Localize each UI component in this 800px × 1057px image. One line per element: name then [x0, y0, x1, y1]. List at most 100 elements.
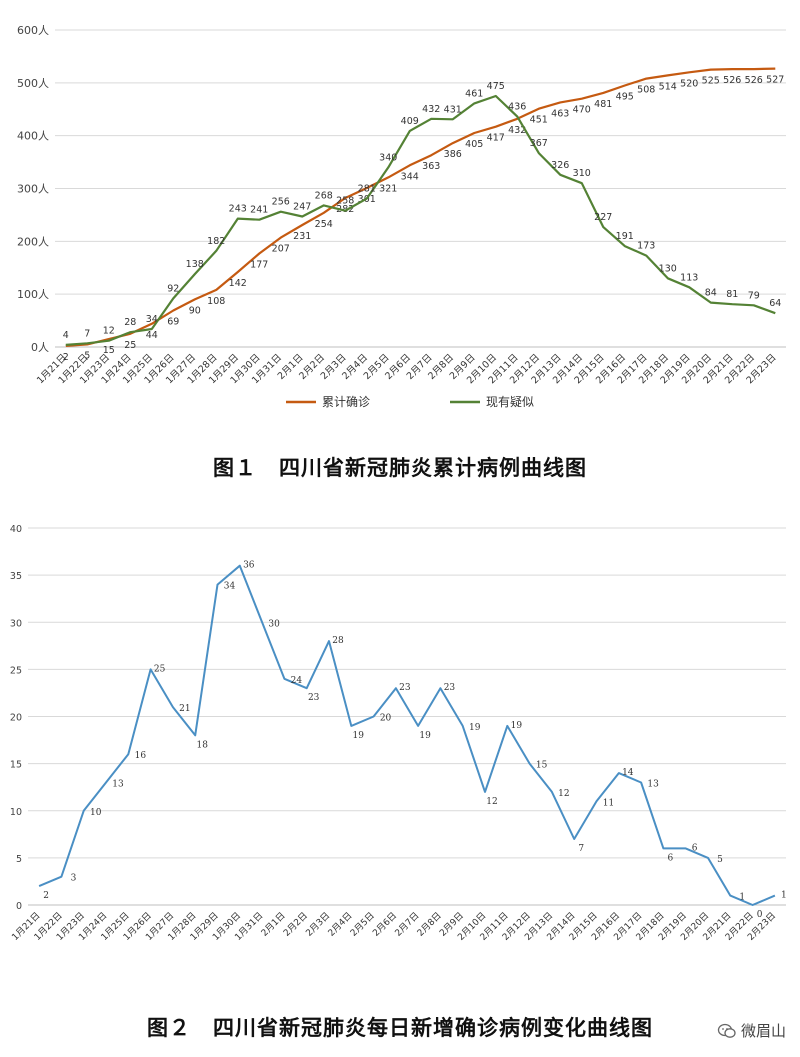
figure1-caption: 图１ 四川省新冠肺炎累计病例曲线图: [213, 455, 587, 480]
data-label: 340: [379, 152, 397, 163]
data-label: 34: [146, 314, 158, 325]
x-tick-label: 2月5日: [348, 910, 377, 939]
data-label: 256: [272, 197, 290, 208]
data-label: 44: [146, 330, 158, 341]
y-tick-label: 25: [10, 665, 22, 676]
data-label: 207: [272, 244, 290, 255]
chart-daily-new-cases: 05101520253035401月21日1月22日1月23日1月24日1月25…: [10, 524, 787, 943]
data-label: 34: [224, 582, 236, 592]
figure2-caption: 图２ 四川省新冠肺炎每日新增确诊病例变化曲线图: [147, 1015, 653, 1040]
y-tick-label: 0: [16, 901, 22, 912]
data-label: 310: [573, 168, 591, 179]
data-label: 15: [103, 345, 115, 356]
data-label: 409: [401, 116, 419, 127]
data-label: 254: [315, 219, 333, 230]
data-label: 177: [250, 259, 268, 270]
data-label: 81: [726, 289, 738, 300]
x-tick-label: 2月4日: [326, 910, 355, 939]
data-label: 12: [558, 789, 569, 799]
data-label: 6: [692, 843, 698, 853]
data-label: 432: [508, 125, 526, 136]
x-tick-label: 2月6日: [371, 910, 400, 939]
data-label: 431: [444, 104, 462, 115]
y-tick-label: 100人: [17, 288, 49, 301]
data-label: 19: [469, 723, 481, 733]
data-label: 5: [717, 855, 723, 865]
data-label: 525: [702, 76, 720, 87]
y-tick-label: 30: [10, 618, 22, 629]
data-label: 92: [167, 283, 179, 294]
data-label: 16: [135, 751, 147, 761]
data-label: 113: [680, 272, 698, 283]
data-label: 436: [508, 102, 526, 113]
data-label: 90: [189, 305, 201, 316]
y-tick-label: 40: [10, 524, 22, 535]
data-label: 344: [401, 171, 419, 182]
data-label: 36: [243, 561, 255, 571]
x-tick-label: 2月2日: [281, 910, 310, 939]
data-label: 481: [594, 99, 612, 110]
series-line-0: [65, 67, 776, 347]
data-label: 2: [43, 891, 49, 901]
data-label: 405: [465, 139, 483, 150]
data-label: 23: [444, 683, 456, 693]
data-label: 64: [769, 298, 781, 309]
data-label: 470: [573, 105, 591, 116]
data-label: 108: [207, 296, 225, 307]
data-label: 173: [637, 241, 655, 252]
data-label: 475: [487, 81, 505, 92]
data-label: 463: [551, 108, 569, 119]
data-label: 281: [358, 184, 376, 195]
data-label: 7: [578, 844, 584, 854]
x-tick-label: 2月8日: [415, 910, 444, 939]
data-label: 25: [124, 340, 136, 351]
data-label: 10: [90, 808, 102, 818]
data-label: 227: [594, 212, 612, 223]
legend-label: 累计确诊: [322, 395, 370, 409]
data-label: 19: [353, 731, 365, 741]
data-label: 4: [63, 330, 69, 341]
watermark-text: 微眉山: [740, 1022, 786, 1040]
data-label: 20: [380, 714, 392, 724]
data-label: 30: [268, 619, 280, 629]
data-label: 2: [63, 352, 69, 363]
wechat-icon: [717, 1023, 736, 1038]
data-label: 520: [680, 78, 698, 89]
data-label: 12: [486, 797, 497, 807]
y-tick-label: 5: [16, 854, 22, 865]
x-tick-label: 2月1日: [259, 910, 288, 939]
series-line-1: [65, 94, 776, 346]
data-label: 13: [647, 779, 659, 789]
data-label: 1: [739, 893, 745, 903]
x-tick-label: 2月7日: [393, 910, 422, 939]
data-label: 15: [536, 761, 548, 771]
data-label: 526: [745, 75, 763, 86]
data-label: 243: [229, 204, 247, 215]
watermark: 微眉山: [717, 1020, 786, 1041]
data-label: 326: [551, 160, 569, 171]
data-label: 24: [291, 676, 303, 686]
data-label: 432: [422, 104, 440, 115]
data-label: 247: [293, 202, 311, 213]
data-label: 526: [723, 75, 741, 86]
data-label: 514: [659, 81, 677, 92]
data-label: 495: [616, 91, 634, 102]
y-tick-label: 200人: [17, 235, 49, 248]
data-label: 258: [336, 196, 354, 207]
data-label: 23: [308, 693, 320, 703]
data-label: 508: [637, 85, 655, 96]
data-label: 19: [419, 731, 431, 741]
data-label: 13: [112, 779, 124, 789]
data-label: 130: [659, 263, 677, 274]
data-label: 231: [293, 231, 311, 242]
data-label: 363: [422, 161, 440, 172]
data-label: 79: [748, 290, 760, 301]
y-tick-label: 10: [10, 807, 22, 818]
data-label: 7: [84, 328, 90, 339]
x-tick-label: 2月3日: [304, 910, 333, 939]
data-label: 1: [781, 891, 787, 901]
data-label: 21: [179, 704, 190, 714]
data-label: 191: [616, 231, 634, 242]
chart-cumulative-cases: 0人100人200人300人400人500人600人1月21日1月22日1月23…: [17, 24, 786, 409]
data-label: 527: [766, 75, 784, 86]
